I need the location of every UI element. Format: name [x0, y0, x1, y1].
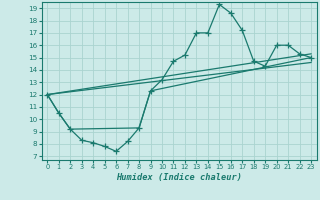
X-axis label: Humidex (Indice chaleur): Humidex (Indice chaleur)	[116, 173, 242, 182]
